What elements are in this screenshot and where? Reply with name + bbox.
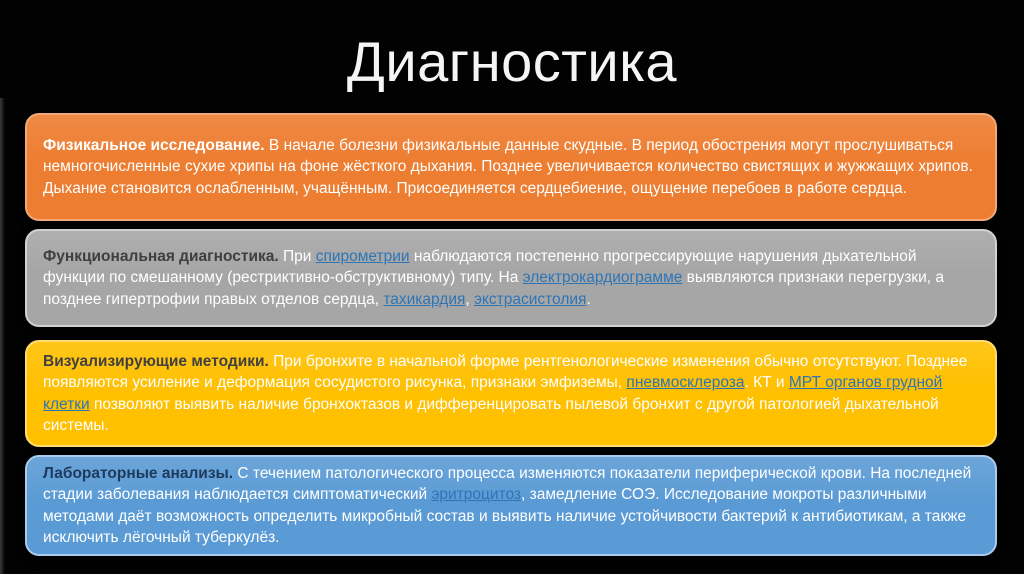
link-electrocardiogram[interactable]: электрокардиограмме (522, 269, 683, 287)
info-box-functional-diagnostics: Функциональная диагностика. При спиромет… (25, 229, 997, 327)
box-heading: Функциональная диагностика. (43, 247, 279, 265)
info-box-physical-examination: Физикальное исследование. В начале болез… (25, 113, 997, 221)
link-pneumosclerosis[interactable]: пневмосклероза (626, 374, 745, 391)
link-erythrocytosis[interactable]: эритроцитоз (431, 486, 522, 503)
slide-edge-gradient (0, 98, 5, 574)
link-tachycardia[interactable]: тахикардия (383, 290, 466, 308)
slide-title: Диагностика (346, 30, 678, 93)
box-heading: Визуализирующие методики. (43, 352, 269, 370)
link-extrasystole[interactable]: экстрасистолия (474, 290, 587, 308)
info-box-laboratory-tests: Лабораторные анализы. С течением патолог… (25, 455, 997, 556)
link-mrt-chest[interactable]: МРТ органов грудной клетки (43, 374, 943, 413)
link-spirometry[interactable]: спирометрии (315, 247, 410, 265)
box-paragraph: Функциональная диагностика. При спиромет… (43, 247, 944, 308)
box-heading: Физикальное исследование. (43, 136, 265, 154)
box-heading: Лабораторные анализы. (43, 464, 234, 482)
box-paragraph: Лабораторные анализы. С течением патолог… (43, 464, 972, 547)
box-paragraph: Физикальное исследование. В начале болез… (43, 136, 973, 197)
box-paragraph: Визуализирующие методики. При бронхите в… (43, 352, 968, 435)
info-box-imaging-methods: Визуализирующие методики. При бронхите в… (25, 340, 997, 447)
